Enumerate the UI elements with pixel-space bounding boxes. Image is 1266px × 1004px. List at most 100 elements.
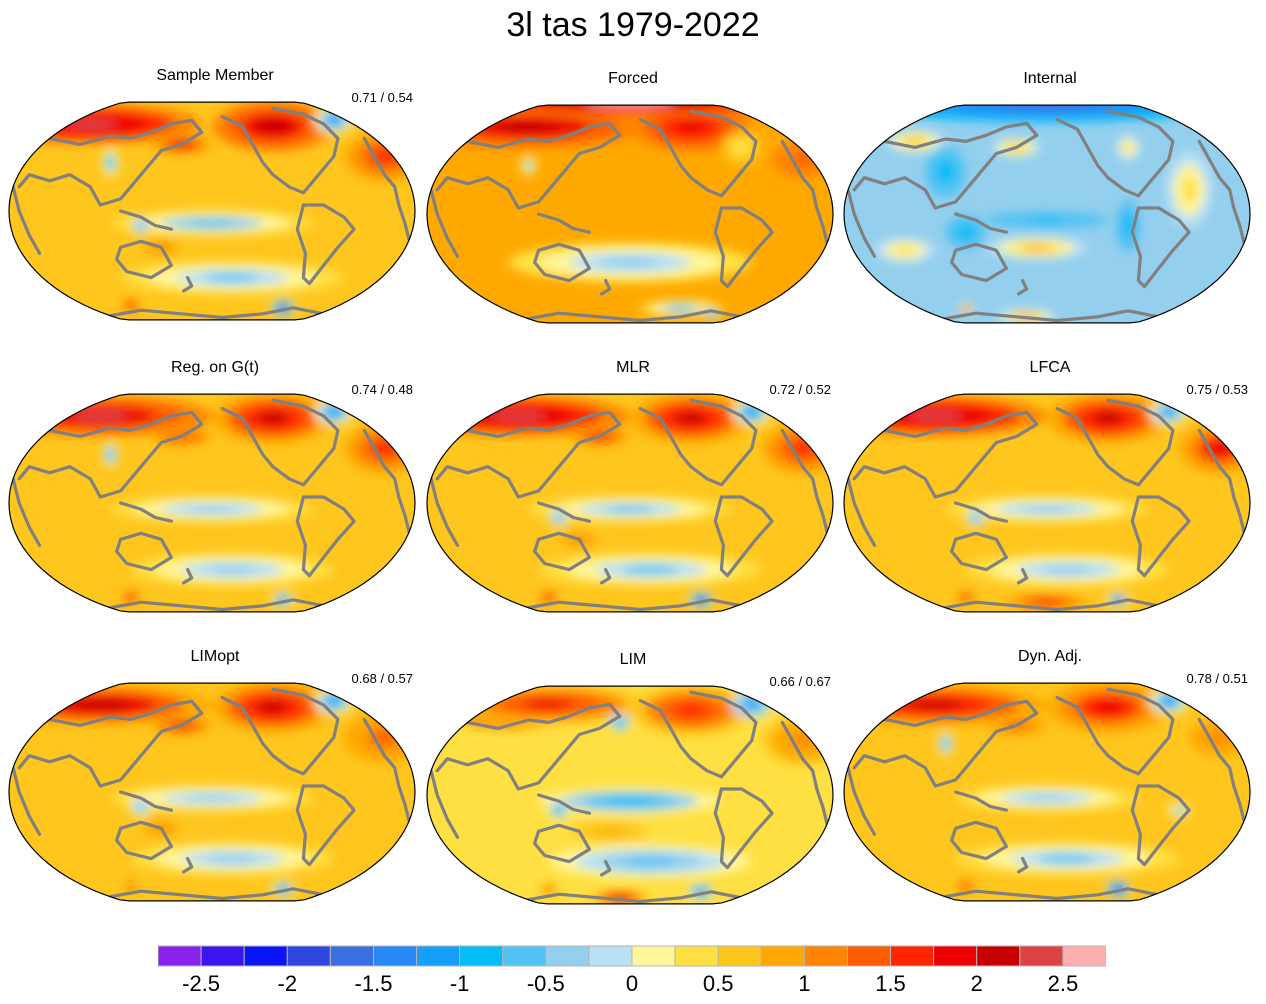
anomaly-contour bbox=[955, 105, 1139, 114]
coastline bbox=[182, 276, 194, 293]
colorbar-tick-label: -2 bbox=[277, 971, 298, 996]
colorbar-tick-label: 2.5 bbox=[1047, 971, 1079, 996]
map-panel-internal: Internal bbox=[840, 69, 1260, 339]
anomaly-contour bbox=[186, 505, 238, 513]
panel-title: MLR bbox=[616, 359, 650, 376]
coastline bbox=[342, 394, 376, 411]
coastlines bbox=[429, 686, 831, 904]
colorbar-segment bbox=[200, 945, 245, 967]
coastline bbox=[295, 784, 356, 867]
coastline bbox=[954, 501, 1008, 523]
map-panel-lfca: LFCA 0.75 / 0.53 bbox=[840, 358, 1260, 628]
panel-title: Forced bbox=[608, 70, 658, 87]
colorbar-segment bbox=[1062, 945, 1106, 967]
colorbar-segment bbox=[588, 945, 633, 967]
colorbar-segment bbox=[286, 945, 331, 967]
coastlines bbox=[11, 102, 413, 320]
anomaly-contour bbox=[597, 827, 623, 835]
colorbar-tick-label: -0.5 bbox=[526, 971, 565, 996]
colorbar-segment bbox=[760, 945, 805, 967]
colorbar-segment bbox=[502, 945, 547, 967]
coastline bbox=[98, 306, 326, 320]
anomaly-contour bbox=[1039, 854, 1096, 863]
anomaly-contour bbox=[328, 408, 339, 416]
coastline bbox=[115, 820, 173, 861]
coastlines bbox=[846, 683, 1248, 901]
anomaly-contour bbox=[599, 257, 661, 268]
anomaly-contour bbox=[1031, 217, 1063, 224]
colorbar-tick-labels: -2.5 -2 -1.5 -1 -0.5 0 0.5 1 1.5 2 2.5 bbox=[158, 970, 1106, 1000]
coastline bbox=[362, 136, 413, 249]
coastline bbox=[1177, 105, 1211, 122]
coastline bbox=[1197, 717, 1248, 830]
colorbar-segment bbox=[803, 945, 848, 967]
coastline bbox=[1055, 687, 1175, 776]
coastline bbox=[780, 139, 831, 252]
coastline bbox=[182, 857, 194, 874]
panel-correlation: 0.78 / 0.51 bbox=[1186, 671, 1248, 686]
colorbar-segment bbox=[717, 945, 762, 967]
coastline bbox=[537, 212, 591, 234]
anomaly-contour bbox=[106, 159, 115, 166]
coastline bbox=[98, 887, 326, 901]
map-field bbox=[427, 105, 833, 323]
panel-title: LIM bbox=[619, 651, 647, 668]
map-plot bbox=[426, 393, 834, 613]
coastline bbox=[1017, 568, 1029, 585]
coastline bbox=[115, 239, 173, 280]
colorbar-segment bbox=[459, 945, 504, 967]
anomaly-contour bbox=[186, 794, 238, 802]
anomaly-contour bbox=[907, 699, 964, 710]
map-field bbox=[9, 102, 415, 320]
coastline bbox=[1130, 495, 1191, 578]
coastline bbox=[954, 212, 1008, 234]
anomaly-contour bbox=[746, 408, 757, 416]
coastline bbox=[17, 699, 204, 788]
coastlines bbox=[846, 105, 1248, 323]
anomaly-contour bbox=[675, 703, 707, 717]
anomaly-contour bbox=[960, 227, 971, 237]
anomaly-contour bbox=[523, 699, 575, 710]
coastline bbox=[533, 823, 591, 864]
map-panel-forced: Forced bbox=[423, 69, 843, 339]
coastline bbox=[17, 410, 204, 499]
coastline bbox=[1177, 394, 1211, 411]
map-field bbox=[844, 105, 1250, 323]
coastline bbox=[1130, 784, 1191, 867]
anomaly-contour bbox=[961, 305, 970, 312]
colorbar-segment bbox=[976, 945, 1021, 967]
anomaly-contour bbox=[554, 514, 563, 521]
anomaly-contour bbox=[1024, 794, 1070, 802]
anomaly-contour bbox=[1163, 408, 1174, 416]
anomaly-contour bbox=[624, 857, 676, 866]
coastline bbox=[342, 102, 376, 119]
coastline bbox=[342, 683, 376, 700]
panel-correlation: 0.72 / 0.52 bbox=[769, 382, 831, 397]
map-panel-lim: LIM 0.66 / 0.67 bbox=[423, 650, 843, 920]
coastline bbox=[1017, 279, 1029, 296]
anomaly-contour bbox=[907, 410, 964, 421]
coastline bbox=[713, 495, 774, 578]
anomaly-contour bbox=[328, 116, 339, 124]
coastline bbox=[950, 820, 1008, 861]
coastline bbox=[933, 598, 1161, 612]
anomaly-contour bbox=[1174, 807, 1183, 814]
coastline bbox=[933, 309, 1161, 323]
coastline bbox=[182, 568, 194, 585]
anomaly-contour bbox=[126, 883, 135, 890]
coastline bbox=[115, 531, 173, 572]
coastline bbox=[954, 790, 1008, 812]
anomaly-contour bbox=[126, 302, 135, 309]
panel-title: LIMopt bbox=[190, 648, 240, 665]
anomaly-contour bbox=[257, 700, 289, 714]
anomaly-contour bbox=[941, 740, 950, 747]
map-border bbox=[8, 682, 416, 902]
colorbar-segment bbox=[545, 945, 590, 967]
colorbar-segment bbox=[631, 945, 676, 967]
map-plot bbox=[8, 393, 416, 613]
map-field bbox=[9, 394, 415, 612]
map-plot bbox=[426, 104, 834, 324]
anomaly-contour bbox=[670, 305, 691, 312]
colorbar-segment bbox=[890, 945, 935, 967]
map-field bbox=[427, 686, 833, 904]
